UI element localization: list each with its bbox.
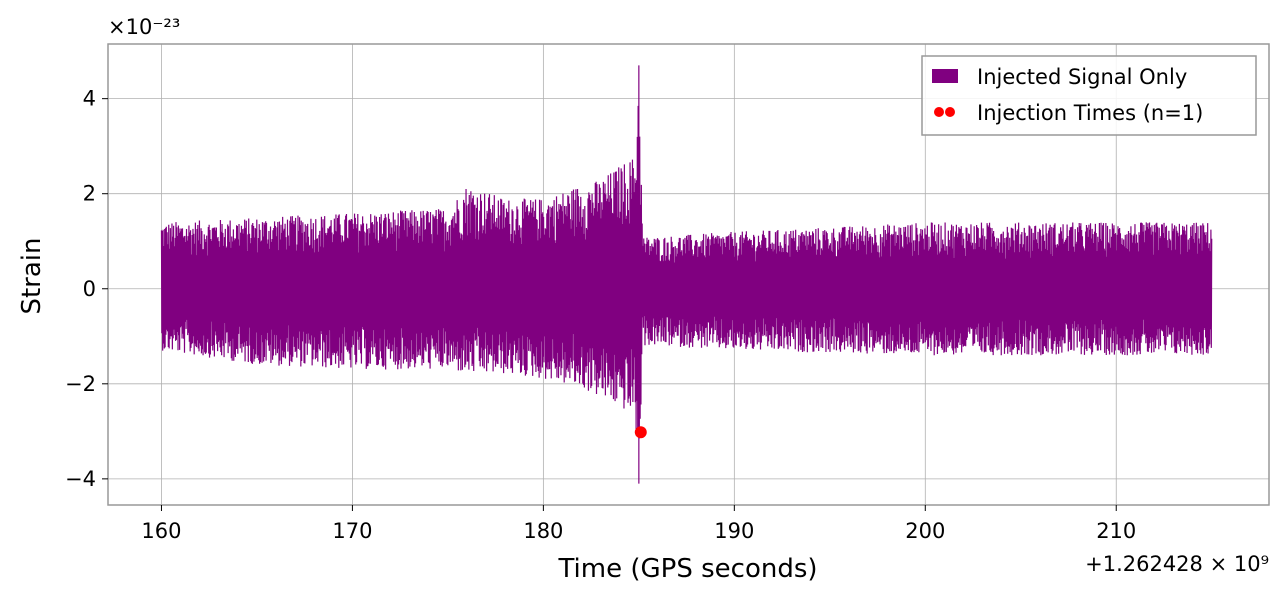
- y-axis-title: Strain: [17, 237, 47, 314]
- y-tick-label: 2: [83, 182, 96, 206]
- legend-swatch-signal: [932, 69, 958, 83]
- y-tick-label: 0: [83, 277, 96, 301]
- plot-frame: [107, 43, 1270, 506]
- x-offset-label: +1.262428 × 10⁹: [1085, 552, 1269, 576]
- y-scale-label: ×10⁻²³: [108, 15, 180, 39]
- plot-area: [160, 65, 1213, 484]
- legend-box: [921, 55, 1257, 136]
- x-tick-label: 160: [141, 519, 181, 543]
- legend: Injected Signal Only Injection Times (n=…: [921, 55, 1257, 136]
- y-tick-label: −2: [65, 372, 96, 396]
- signal-series-line: [160, 65, 1213, 484]
- x-tick-label: 190: [714, 519, 754, 543]
- x-tick-label: 200: [905, 519, 945, 543]
- y-tick-label: −4: [65, 467, 96, 491]
- legend-label-signal: Injected Signal Only: [977, 65, 1187, 89]
- y-axis-ticks: −4 −2 0 2 4: [65, 87, 108, 491]
- injection-point: [634, 426, 647, 439]
- legend-marker-injection: [945, 107, 955, 117]
- x-tick-label: 180: [523, 519, 563, 543]
- legend-marker-injection: [934, 107, 944, 117]
- x-tick-label: 170: [332, 519, 372, 543]
- x-axis-ticks: 160 170 180 190 200 210: [141, 505, 1136, 543]
- x-axis-title: Time (GPS seconds): [557, 554, 817, 584]
- y-tick-label: 4: [83, 87, 96, 111]
- legend-label-injection: Injection Times (n=1): [977, 101, 1203, 125]
- x-tick-label: 210: [1096, 519, 1136, 543]
